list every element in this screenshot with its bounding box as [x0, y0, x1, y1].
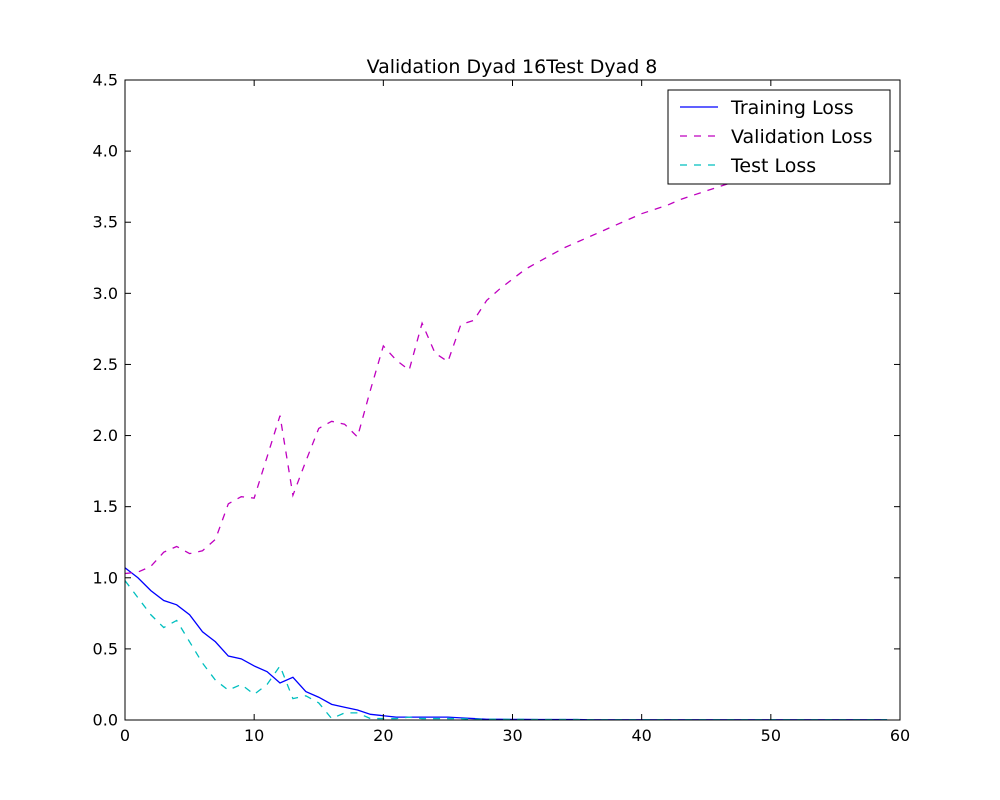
y-tick-label: 2.5: [93, 355, 118, 374]
legend: Training Loss Validation Loss Test Loss: [668, 90, 890, 184]
legend-label: Test Loss: [730, 155, 816, 177]
legend-label: Validation Loss: [731, 126, 873, 148]
x-tick-label: 30: [502, 726, 522, 745]
x-tick-label: 0: [120, 726, 130, 745]
y-tick-label: 3.5: [93, 213, 118, 232]
x-tick-label: 50: [761, 726, 781, 745]
legend-label: Training Loss: [730, 97, 854, 119]
y-tick-label: 1.5: [93, 497, 118, 516]
y-tick-label: 0.5: [93, 639, 118, 658]
chart-title: Validation Dyad 16Test Dyad 8: [367, 56, 658, 78]
y-tick-label: 1.0: [93, 568, 118, 587]
y-tick-label: 2.0: [93, 426, 118, 445]
y-tick-label: 4.0: [93, 142, 118, 161]
x-tick-label: 10: [244, 726, 264, 745]
y-tick-label: 3.0: [93, 284, 118, 303]
x-tick-label: 20: [373, 726, 393, 745]
x-tick-label: 60: [890, 726, 910, 745]
y-tick-label: 4.5: [93, 71, 118, 90]
x-tick-label: 40: [631, 726, 651, 745]
y-tick-label: 0.0: [93, 711, 118, 730]
